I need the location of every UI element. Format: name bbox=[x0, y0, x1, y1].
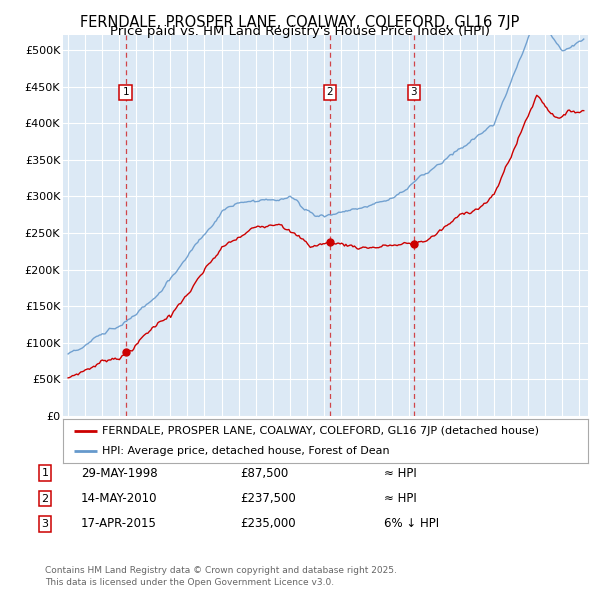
Text: 6% ↓ HPI: 6% ↓ HPI bbox=[384, 517, 439, 530]
Text: 1: 1 bbox=[122, 87, 129, 97]
Text: 1: 1 bbox=[41, 468, 49, 478]
Text: FERNDALE, PROSPER LANE, COALWAY, COLEFORD, GL16 7JP (detached house): FERNDALE, PROSPER LANE, COALWAY, COLEFOR… bbox=[103, 426, 539, 436]
Text: Contains HM Land Registry data © Crown copyright and database right 2025.
This d: Contains HM Land Registry data © Crown c… bbox=[45, 566, 397, 587]
Text: 3: 3 bbox=[410, 87, 417, 97]
Text: FERNDALE, PROSPER LANE, COALWAY, COLEFORD, GL16 7JP: FERNDALE, PROSPER LANE, COALWAY, COLEFOR… bbox=[80, 15, 520, 30]
Text: Price paid vs. HM Land Registry's House Price Index (HPI): Price paid vs. HM Land Registry's House … bbox=[110, 25, 490, 38]
Text: HPI: Average price, detached house, Forest of Dean: HPI: Average price, detached house, Fore… bbox=[103, 446, 390, 456]
Text: 29-MAY-1998: 29-MAY-1998 bbox=[81, 467, 158, 480]
Text: £237,500: £237,500 bbox=[240, 492, 296, 505]
Text: £235,000: £235,000 bbox=[240, 517, 296, 530]
Text: ≈ HPI: ≈ HPI bbox=[384, 492, 417, 505]
Text: 17-APR-2015: 17-APR-2015 bbox=[81, 517, 157, 530]
Text: 14-MAY-2010: 14-MAY-2010 bbox=[81, 492, 157, 505]
Text: 2: 2 bbox=[326, 87, 333, 97]
Text: £87,500: £87,500 bbox=[240, 467, 288, 480]
Text: 3: 3 bbox=[41, 519, 49, 529]
Text: ≈ HPI: ≈ HPI bbox=[384, 467, 417, 480]
Text: 2: 2 bbox=[41, 494, 49, 503]
